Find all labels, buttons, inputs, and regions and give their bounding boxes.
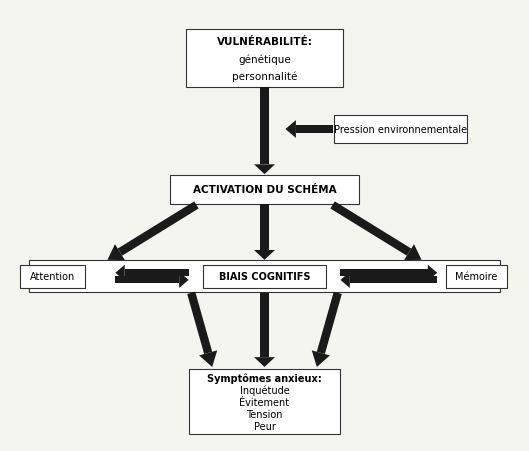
Polygon shape <box>115 277 179 284</box>
Text: Attention: Attention <box>30 272 75 282</box>
Text: BIAIS COGNITIFS: BIAIS COGNITIFS <box>219 272 310 282</box>
Polygon shape <box>317 292 342 354</box>
Polygon shape <box>254 250 275 260</box>
Text: personnalité: personnalité <box>232 72 297 82</box>
Text: ACTIVATION DU SCHÉMA: ACTIVATION DU SCHÉMA <box>193 185 336 195</box>
Polygon shape <box>428 265 437 281</box>
FancyBboxPatch shape <box>189 369 340 434</box>
Polygon shape <box>179 272 189 288</box>
FancyBboxPatch shape <box>203 265 326 288</box>
Polygon shape <box>254 357 275 367</box>
Polygon shape <box>340 270 428 277</box>
Polygon shape <box>312 350 330 367</box>
Polygon shape <box>187 292 212 354</box>
FancyBboxPatch shape <box>186 29 343 87</box>
Text: Peur: Peur <box>253 421 276 432</box>
Polygon shape <box>199 350 217 367</box>
Polygon shape <box>125 270 189 277</box>
FancyBboxPatch shape <box>446 265 507 288</box>
Polygon shape <box>286 121 296 138</box>
Text: Évitement: Évitement <box>240 397 289 407</box>
Polygon shape <box>330 202 411 256</box>
Text: Mémoire: Mémoire <box>455 272 498 282</box>
Text: VULNÉRABILITÉ:: VULNÉRABILITÉ: <box>216 37 313 47</box>
Polygon shape <box>296 126 333 134</box>
Polygon shape <box>115 265 125 281</box>
Polygon shape <box>118 202 199 256</box>
Polygon shape <box>260 293 269 357</box>
Polygon shape <box>350 277 437 284</box>
FancyBboxPatch shape <box>170 175 359 204</box>
FancyBboxPatch shape <box>334 116 467 143</box>
Polygon shape <box>260 88 269 165</box>
Polygon shape <box>260 205 269 250</box>
Polygon shape <box>254 165 275 175</box>
Polygon shape <box>404 244 422 261</box>
FancyBboxPatch shape <box>29 261 500 293</box>
Text: Tension: Tension <box>247 409 282 419</box>
Text: Symptômes anxieux:: Symptômes anxieux: <box>207 373 322 383</box>
Polygon shape <box>107 244 125 261</box>
Text: génétique: génétique <box>238 54 291 64</box>
Text: Pression environnementale: Pression environnementale <box>334 125 467 135</box>
Text: Inquétude: Inquétude <box>240 385 289 395</box>
FancyBboxPatch shape <box>20 265 85 288</box>
Polygon shape <box>340 272 350 288</box>
